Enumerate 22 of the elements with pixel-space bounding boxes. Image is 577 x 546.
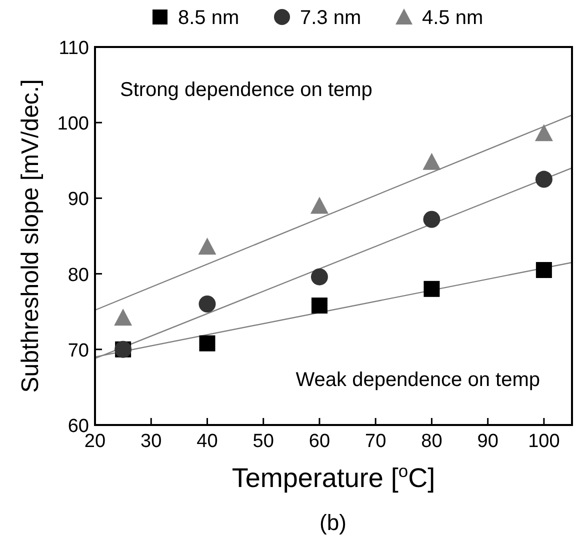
annotation: Strong dependence on temp: [120, 79, 372, 101]
x-tick-label: 60: [308, 431, 330, 452]
legend-label: 7.3 nm: [300, 7, 362, 29]
x-tick-label: 80: [421, 431, 442, 452]
y-tick-label: 90: [68, 189, 89, 210]
y-tick-label: 70: [68, 340, 89, 362]
x-tick-label: 100: [528, 431, 560, 452]
x-tick-label: 50: [252, 431, 274, 452]
x-tick-label: 70: [365, 431, 386, 452]
legend-label: 8.5 nm: [178, 7, 240, 29]
text: (b): [320, 510, 346, 535]
legend-label: 4.5 nm: [422, 7, 484, 29]
x-tick-label: 90: [477, 431, 498, 452]
x-axis-title: Temperature [$^{o}$C]: [232, 461, 436, 493]
annotation: Weak dependence on temp: [296, 369, 540, 391]
y-tick-label: 100: [57, 114, 89, 135]
x-tick-label: 20: [84, 431, 106, 452]
x-tick-label: 30: [140, 431, 162, 452]
y-tick-label: 80: [68, 264, 89, 286]
y-tick-label: 110: [58, 38, 89, 59]
y-axis-title: Subthreshold slope [mV/dec.]: [17, 79, 44, 393]
x-tick-label: 40: [196, 431, 218, 452]
